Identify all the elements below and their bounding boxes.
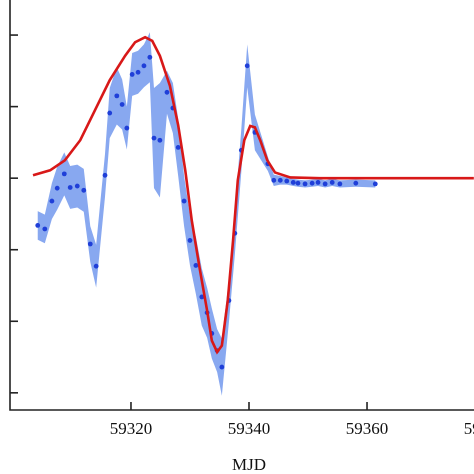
- data-point: [151, 135, 157, 141]
- data-point: [114, 93, 120, 99]
- x-axis-label: MJD: [232, 455, 266, 474]
- data-point: [61, 171, 67, 177]
- data-point: [329, 180, 335, 185]
- data-point: [284, 178, 290, 184]
- data-point: [135, 69, 141, 75]
- data-point: [87, 241, 93, 247]
- x-tick-label: 59380: [464, 419, 474, 438]
- model-curve: [32, 35, 474, 355]
- data-point: [35, 222, 41, 228]
- x-tick-label: 59360: [346, 419, 389, 438]
- data-point: [193, 263, 199, 268]
- data-point: [42, 226, 48, 232]
- data-point: [295, 180, 301, 186]
- x-tick-label: 59340: [228, 419, 271, 438]
- data-point: [49, 198, 55, 204]
- data-point: [187, 238, 193, 243]
- data-point: [309, 180, 315, 186]
- data-point: [219, 364, 225, 370]
- data-point: [81, 187, 87, 193]
- data-point: [157, 137, 163, 143]
- data-point: [67, 185, 73, 190]
- data-point: [54, 185, 60, 191]
- data-point: [315, 180, 321, 185]
- data-point: [199, 294, 205, 300]
- data-point: [141, 63, 147, 69]
- data-point: [353, 180, 359, 186]
- data-point: [322, 181, 328, 187]
- data-point: [102, 172, 108, 178]
- data-point: [244, 63, 250, 69]
- data-point: [175, 144, 181, 150]
- data-point: [129, 72, 135, 77]
- data-point: [181, 198, 187, 204]
- data-point: [124, 125, 130, 131]
- data-point: [147, 54, 153, 60]
- error-band: [37, 32, 376, 396]
- data-point: [164, 89, 170, 95]
- data-point: [372, 181, 378, 187]
- data-point: [302, 181, 308, 187]
- data-point: [271, 177, 277, 183]
- x-tick-label: 59320: [110, 419, 153, 438]
- data-point: [337, 181, 343, 187]
- data-point: [93, 263, 99, 269]
- data-point: [74, 183, 80, 189]
- axes: [9, 0, 474, 411]
- data-point: [107, 110, 113, 116]
- data-point: [277, 177, 283, 183]
- data-point: [290, 180, 296, 185]
- data-point: [119, 102, 125, 107]
